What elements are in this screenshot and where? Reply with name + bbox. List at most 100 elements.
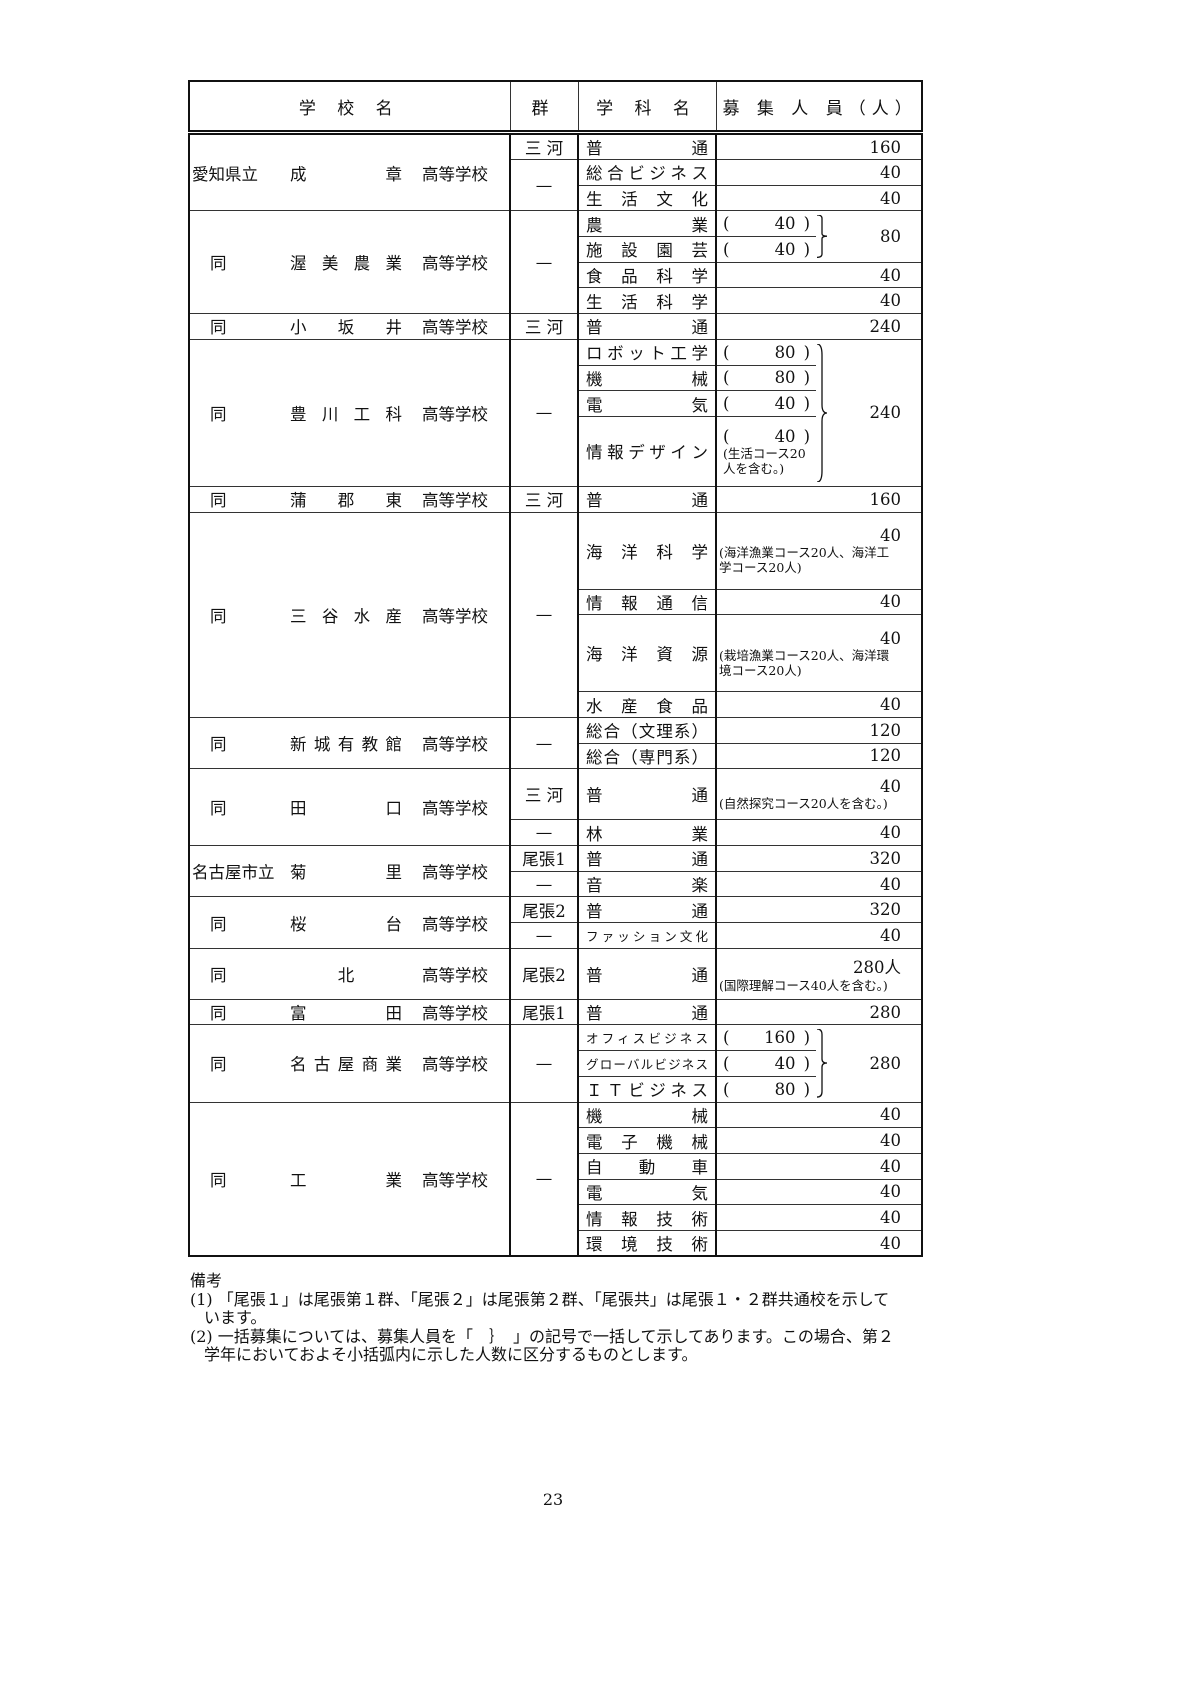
group-cell: — [509,1024,579,1103]
paren-open: ( [723,239,730,259]
dept-name: 情報技術 [586,1209,708,1229]
dept-name: 普通 [586,850,708,870]
count-cell: 320 [715,845,923,872]
count-value: 40 [880,1233,901,1253]
school-name-text: 富田 [290,1004,402,1024]
dept-name: 普通 [586,786,708,806]
dept-cell: 総合ビジネス [577,159,717,186]
note-item: (2) 一括募集については、募集人員を「 ｝ 」の記号で一括して示してあります。… [190,1326,894,1364]
table-row: 同 豊川工科 高等学校 — ロボット工学 (80) 240 [188,338,923,487]
table-row: — 総合ビジネス 40 [189,158,923,212]
dept-name: 農業 [586,215,708,235]
dept-cell: 施設園芸 [577,236,717,263]
school-name: 同 工業 高等学校 [190,1167,509,1191]
school-cell: 同 蒲郡東 高等学校 [188,485,511,513]
table-row: 電気 (40) [189,390,922,417]
sub-count-value: 160 [764,1028,796,1048]
paren-close: ) [803,1028,810,1048]
school-prefix: 同 [210,965,227,985]
table-row: 同 桜台 高等学校 尾張2 普通 320 [188,896,923,949]
count-value: 280人 [853,958,901,978]
sub-count-cell: (40) (生活コース20人を含む。) [715,415,816,487]
school-suffix: 高等学校 [422,254,488,274]
dept-cell: 農業 [577,210,717,238]
dept-name: 音楽 [586,876,708,896]
school-suffix: 高等学校 [422,914,488,934]
group-cell: 三 河 [509,485,579,513]
count-value: 320 [869,900,902,920]
school-prefix: 同 [210,914,227,934]
dept-cell: ロボット工学 [577,338,717,366]
count-cell: 40 [715,159,923,186]
count-value: 40 [880,291,901,311]
school-prefix: 同 [210,254,227,274]
dept-name: オフィスビジネス [586,1031,708,1047]
total-count-cell: 240 [816,338,923,487]
school-suffix: 高等学校 [422,318,488,338]
sub-count-cell: (80) [715,364,816,392]
group-cell: 尾張2 [509,896,579,924]
school-name-text: 渥美農業 [290,254,402,274]
dept-cell: 普通 [577,896,717,924]
dept-cell: 普通 [577,132,717,160]
sub-count-cell: (160) [715,1024,816,1052]
dept-cell: 普通 [577,313,717,340]
table-row: 生活科学 40 [189,287,923,315]
total-count: 280 [869,1053,902,1073]
count-cell: 40 [715,922,923,949]
school-cell: 同 三谷水産 高等学校 [188,511,511,718]
paren-close: ) [803,394,810,414]
dept-cell: 食品科学 [577,261,717,289]
dept-name: 普通 [586,139,708,158]
paren-close: ) [803,1079,810,1099]
school-cell: 同 北 高等学校 [188,947,511,1000]
school-name: 名古屋市立 菊里 高等学校 [190,859,509,883]
dept-name: ロボット工学 [586,344,708,364]
school-suffix: 高等学校 [422,404,488,424]
count-value: 40 [880,1105,901,1125]
group-cell: 尾張2 [509,947,579,1000]
dept-cell: グローバルビジネス [577,1050,717,1077]
sub-count-value: 40 [774,394,796,414]
school-prefix: 同 [210,735,227,755]
count-value: 160 [869,489,902,509]
header-dept: 学 科 名 [577,80,717,135]
dept-cell: 自動車 [577,1152,717,1180]
table-row: — ファッション文化 40 [189,922,923,949]
count-cell: 40 [715,870,923,898]
table-row: 愛知県立 成章 高等学校 三 河普通 160 [188,131,923,212]
school-name-text: 北 [337,965,355,985]
header-count: 募 集 人 員（人） [715,80,923,135]
group-cell: — [509,210,579,315]
brace-icon [816,215,828,257]
count-cell: 40 [715,691,923,718]
count-cell: 40 [715,1178,923,1206]
dept-cell: 海洋科学 [577,511,717,590]
school-prefix: 同 [210,799,227,819]
paren-open: ( [723,1028,730,1048]
table-row: 同 北 高等学校 尾張2 普通 280人 (国際理解コース40人を含む。) [188,947,923,1000]
group-cell: — [509,511,579,718]
paren-open: ( [723,1079,730,1099]
school-cell: 同 渥美農業 高等学校 [188,210,511,315]
dept-name: 総合ビジネス [586,164,708,184]
sub-count-value: 40 [774,214,796,234]
dept-cell: 機械 [577,364,717,392]
paren-open: ( [723,394,730,414]
table-row: — 林業 40 [189,819,923,846]
school-cell: 名古屋市立 菊里 高等学校 [188,844,511,898]
count-value: 320 [869,848,902,868]
count-value: 40 [880,526,901,546]
school-suffix: 高等学校 [422,799,488,819]
school-prefix: 同 [210,318,227,338]
count-value: 40 [880,265,901,285]
sub-count: (40) [723,1054,810,1073]
total-count-cell: 280 [816,1024,923,1103]
group-cell: — [509,158,579,212]
school-suffix: 高等学校 [422,965,488,985]
dept-name: 総合（文理系） [586,722,708,742]
school-name: 同 三谷水産 高等学校 [190,603,509,627]
dept-name: ファッション文化 [586,928,708,944]
count-note: (生活コース20人を含む。) [723,445,806,476]
table-row: 同 小坂井 高等学校 三 河普通 240 [188,313,923,340]
